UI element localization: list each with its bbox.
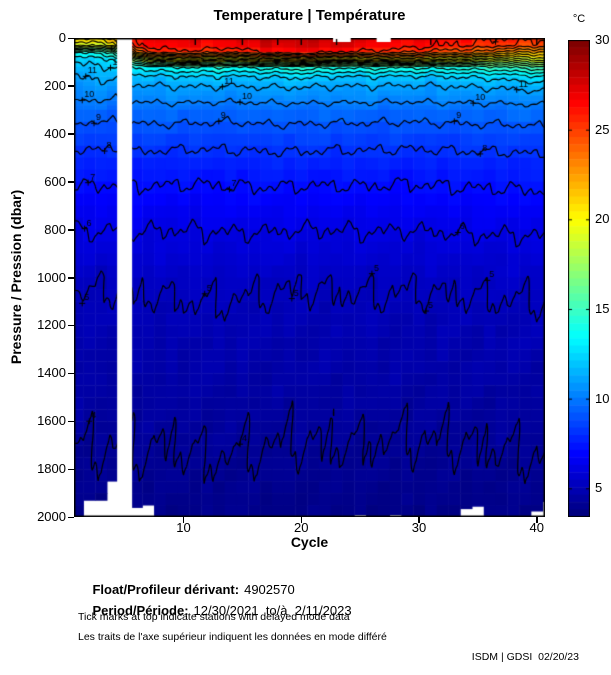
period-value: 12/30/2021 to/à 2/11/2023 (193, 603, 352, 618)
y-axis-tick (68, 133, 74, 135)
period-line: Period/Période: 12/30/2021 to/à 2/11/2023 (78, 588, 352, 633)
colorbar-tick-label: 15 (595, 300, 610, 316)
colorbar-tick-label: 10 (595, 390, 610, 406)
y-tick-label: 200 (44, 77, 66, 93)
y-tick-label: 1600 (37, 413, 66, 429)
colorbar-tick-label: 5 (595, 480, 603, 496)
chart-title: Temperature | Température (213, 7, 406, 24)
y-tick-label: 2000 (37, 509, 66, 524)
y-axis-tick (68, 468, 74, 471)
colorbar-unit-label: °C (572, 13, 586, 25)
y-tick-label: 600 (44, 173, 66, 189)
x-axis-tick (418, 517, 420, 523)
y-axis-tick (68, 181, 74, 183)
colorbar-tick-label: 25 (595, 121, 610, 137)
x-axis-label: Cycle (290, 534, 329, 550)
y-axis-tick (68, 277, 74, 279)
y-tick-label: 1000 (37, 269, 66, 285)
y-tick-label: 400 (44, 125, 66, 141)
temperature-heatmap-canvas (74, 38, 545, 517)
note-french: Les traits de l'axe supérieur indiquent … (78, 631, 387, 643)
period-label: Period/Période: (92, 603, 189, 618)
y-axis-tick (68, 37, 74, 39)
colorbar-tick-label: 20 (595, 211, 610, 227)
y-axis-tick (68, 229, 74, 231)
y-axis-tick (68, 324, 74, 327)
y-axis-tick (68, 420, 74, 423)
x-axis-tick (182, 517, 185, 523)
y-tick-label: 1200 (37, 317, 66, 333)
colorbar-canvas (568, 40, 590, 517)
float-id-label: Float/Profileur dérivant: (92, 582, 240, 597)
x-tick-label: 30 (411, 520, 427, 535)
x-tick-label: 40 (529, 520, 544, 535)
x-tick-label: 10 (176, 520, 191, 535)
x-axis-tick (300, 517, 302, 523)
y-tick-label: 800 (44, 221, 66, 237)
y-tick-label: 1400 (37, 365, 66, 381)
y-axis-tick (68, 85, 74, 87)
x-tick-label: 20 (294, 520, 309, 535)
y-tick-label: 0 (58, 30, 66, 45)
x-axis-tick (536, 517, 538, 523)
float-id-line: Float/Profileur dérivant: 4902570 (78, 567, 295, 612)
credit-text: ISDM | GDSI 02/20/23 (471, 651, 579, 663)
note-english: Tick marks at top indicate stations with… (78, 611, 350, 623)
y-axis-tick (68, 516, 74, 518)
y-axis-tick (68, 372, 74, 375)
float-id-value: 4902570 (244, 582, 295, 597)
colorbar-tick-label: 30 (595, 32, 610, 47)
y-tick-label: 1800 (37, 461, 66, 477)
